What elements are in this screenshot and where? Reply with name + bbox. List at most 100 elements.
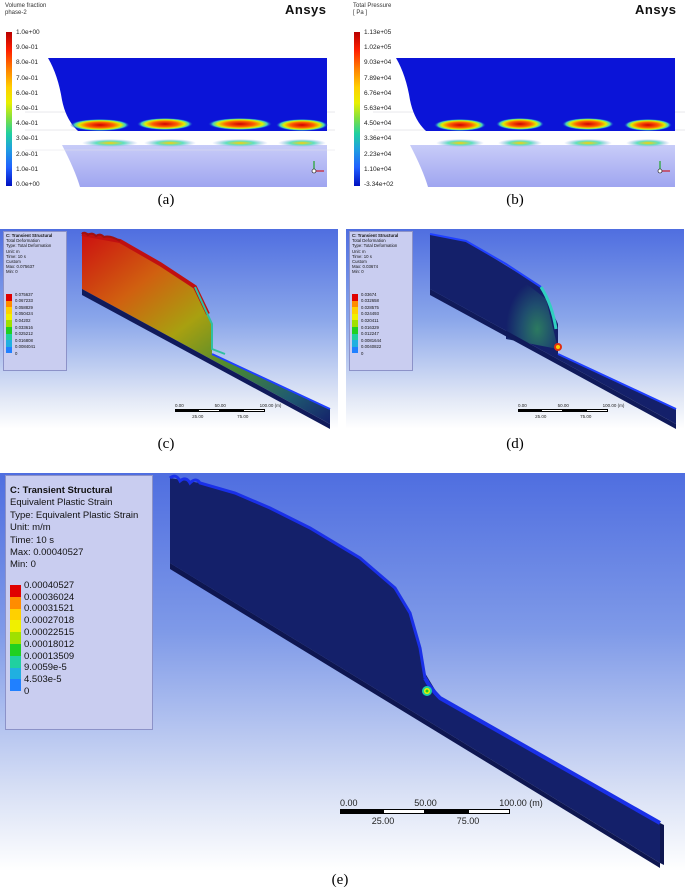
colorbar-label: 8.0e-01 xyxy=(16,59,39,67)
legend-panel xyxy=(349,231,413,371)
slope-model xyxy=(429,233,677,429)
scale-segment xyxy=(563,409,586,412)
scale-segment xyxy=(540,409,563,412)
blob-reflection xyxy=(278,139,326,147)
scale-segment xyxy=(585,409,608,412)
colorbar-label: 7.0e-01 xyxy=(16,74,39,82)
axis-triad-icon xyxy=(311,161,324,174)
scale-segment xyxy=(467,809,510,815)
legend-value: 0.0084041 xyxy=(15,344,36,350)
scale-segment xyxy=(518,409,541,412)
blob xyxy=(70,119,130,131)
legend-line: Total Deformation xyxy=(6,238,40,244)
caption-b: (b) xyxy=(506,192,524,208)
colorbar-label: 0.0e+00 xyxy=(16,181,40,188)
legend-line: Type: Total Deformation xyxy=(6,243,52,249)
scale-label: 50.00 xyxy=(214,402,226,408)
legend-swatch xyxy=(6,313,12,321)
legend-swatch xyxy=(10,620,21,633)
legend-swatch xyxy=(352,313,358,321)
panel-a-title: Volume fraction phase-2 xyxy=(5,3,47,16)
legend-value: 0.020411 xyxy=(361,318,379,324)
reflection xyxy=(62,145,327,187)
scale-label: 25.00 xyxy=(535,414,547,419)
legend-swatch xyxy=(352,333,358,341)
scale-segment xyxy=(197,409,220,412)
scale-segment xyxy=(175,409,198,412)
legend-swatch xyxy=(352,294,358,301)
legend-value: 0.075637 xyxy=(15,291,33,297)
scale-segment xyxy=(242,409,265,412)
scale-label: 75.00 xyxy=(580,414,592,419)
slope-model xyxy=(81,231,331,429)
legend-line: Unit: m xyxy=(352,248,366,254)
legend-line: Custom xyxy=(6,259,21,264)
blob-reflection xyxy=(82,139,138,147)
colorbar-label: 2.0e-01 xyxy=(16,150,39,158)
legend-value: 0 xyxy=(24,685,30,697)
legend-swatch xyxy=(6,333,12,341)
legend-swatch xyxy=(6,346,12,354)
legend-line: Custom xyxy=(352,259,367,264)
ansys-logo: Ansys xyxy=(285,2,327,17)
legend-swatch xyxy=(10,655,21,668)
caption-c: (c) xyxy=(157,436,175,452)
blob xyxy=(276,119,328,131)
scale-segment xyxy=(425,809,468,815)
scale-label: 100.00 (m) xyxy=(259,402,282,408)
legend-line: Min: 0 xyxy=(352,269,364,275)
legend-value: 0.016329 xyxy=(361,324,379,330)
legend-line: Equivalent Plastic Strain xyxy=(10,497,113,509)
panel-b-title: Total Pressure [ Pa ] xyxy=(353,3,392,16)
legend-title: C: Transient Structural xyxy=(352,233,399,238)
blob-reflection xyxy=(144,139,196,147)
legend-title: C: Transient Structural xyxy=(10,485,113,496)
legend-value: 0.03674 xyxy=(361,291,377,297)
panel-d-total-deformation: C: Transient Structural Total Deformation… xyxy=(346,229,684,429)
legend-panel xyxy=(3,231,67,371)
colorbar-label: 1.13e+05 xyxy=(364,29,392,36)
legend-line: Max: 0.00040527 xyxy=(10,547,84,558)
legend-value: 0.067233 xyxy=(15,298,33,304)
blob xyxy=(208,118,272,130)
legend-swatch xyxy=(10,608,21,621)
legend-value: 4.503e-5 xyxy=(24,674,62,686)
scale-label: 50.00 xyxy=(557,402,569,408)
colorbar xyxy=(354,32,360,186)
scale-segment xyxy=(220,409,243,412)
legend-swatch xyxy=(6,300,12,308)
water-body xyxy=(396,58,675,131)
legend-value: 0.058829 xyxy=(15,304,33,310)
scale-label: 50.00 xyxy=(414,798,437,808)
colorbar-label: 4.0e-01 xyxy=(16,120,39,128)
legend-line: Type: Total Deformation xyxy=(352,243,398,249)
cfd-field-pressure xyxy=(373,58,685,187)
legend-swatch xyxy=(10,596,21,609)
legend-value: 0.00031521 xyxy=(24,603,75,615)
legend-swatch xyxy=(10,644,21,656)
legend-swatch xyxy=(352,320,358,327)
colorbar-label: 7.89e+04 xyxy=(364,74,392,82)
legend-swatch xyxy=(6,307,12,314)
colorbar-label: 9.03e+04 xyxy=(364,59,392,67)
legend-swatch xyxy=(352,327,358,334)
ansys-logo: Ansys xyxy=(635,2,677,17)
legend-value: 0.032658 xyxy=(361,298,379,304)
legend-swatch xyxy=(10,667,21,680)
colorbar-label: 1.0e-01 xyxy=(16,165,39,173)
scale-segment xyxy=(340,809,383,815)
legend-swatch xyxy=(6,340,12,347)
scale-label: 25.00 xyxy=(371,816,395,827)
legend-swatch xyxy=(6,320,12,327)
legend-line: Time: 10 s xyxy=(10,534,54,546)
slope-model xyxy=(169,474,664,868)
scale-label: 75.00 xyxy=(237,414,249,419)
legend-swatch xyxy=(352,340,358,347)
colorbar-label: -3.34e+02 xyxy=(364,181,394,188)
legend-value: 0.028575 xyxy=(361,304,379,310)
blob-reflection xyxy=(212,139,268,147)
legend-value: 0.025212 xyxy=(15,331,33,337)
legend-value: 0.00022515 xyxy=(24,626,75,638)
colorbar-label: 6.76e+04 xyxy=(364,89,392,97)
legend-value: 0 xyxy=(361,351,364,357)
